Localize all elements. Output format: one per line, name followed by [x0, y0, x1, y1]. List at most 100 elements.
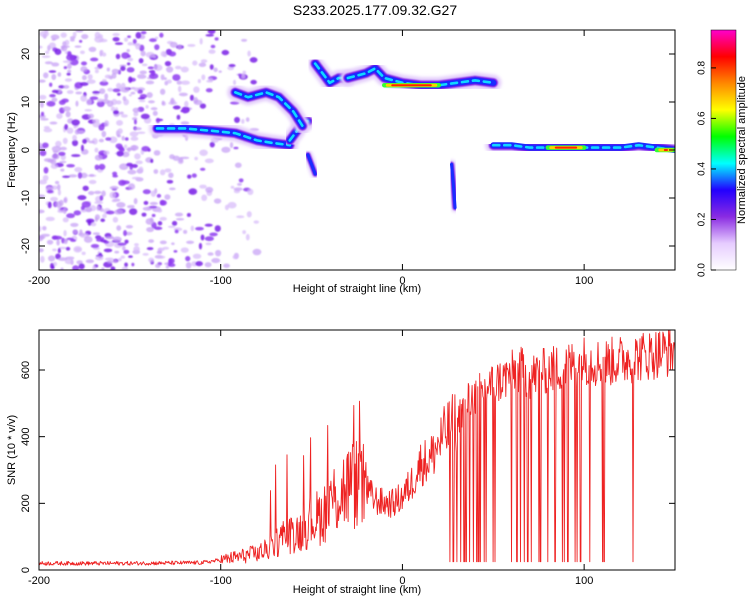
noise-blob [66, 54, 75, 61]
noise-blob [58, 85, 65, 89]
noise-blob [109, 191, 116, 199]
noise-blob [72, 265, 80, 270]
noise-blob [132, 107, 140, 113]
noise-blob [209, 64, 214, 70]
noise-blob [43, 72, 49, 79]
noise-blob [111, 199, 118, 203]
noise-blob [145, 218, 155, 225]
noise-blob [228, 64, 236, 68]
noise-blob [88, 179, 97, 185]
noise-blob [126, 48, 130, 53]
noise-blob [42, 226, 47, 231]
noise-blob [99, 49, 104, 54]
noise-blob [176, 114, 181, 120]
noise-blob [78, 130, 85, 134]
noise-blob [245, 117, 250, 122]
snr-y-label: SNR (10 * v/v) [6, 415, 18, 485]
noise-blob [49, 121, 58, 125]
colorbar-tick-label: 0.6 [697, 111, 708, 125]
noise-blob [142, 252, 149, 256]
noise-blob [164, 168, 172, 173]
track-core [306, 153, 317, 176]
spectrogram-y-tick-label: 10 [20, 96, 32, 108]
noise-blob [157, 221, 163, 226]
spectrogram-tracks [149, 55, 675, 213]
noise-blob [80, 144, 84, 152]
noise-blob [153, 169, 159, 174]
colorbar-tick-label: 0.8 [697, 61, 708, 75]
noise-blob [112, 36, 120, 42]
noise-blob [233, 187, 243, 191]
noise-blob [79, 82, 89, 86]
noise-blob [194, 156, 198, 161]
spectrogram-x-tick-label: -200 [28, 275, 50, 287]
noise-blob [110, 106, 116, 112]
noise-blob [190, 225, 195, 232]
noise-blob [208, 49, 216, 54]
noise-blob [71, 139, 79, 147]
colorbar-gradient [711, 30, 736, 270]
noise-blob [40, 111, 45, 117]
noise-blob [133, 119, 137, 125]
noise-blob [40, 233, 51, 237]
noise-blob [187, 174, 192, 179]
noise-blob [241, 38, 248, 42]
noise-blob [43, 125, 50, 129]
colorbar: 0.0 0.2 0.4 0.6 0.8 Normalized spectral ampl… [697, 29, 748, 277]
snr-y-tick-label: 0 [20, 567, 32, 573]
noise-blob [148, 73, 159, 80]
noise-blob [139, 70, 147, 75]
noise-blob [51, 185, 58, 190]
noise-blob [86, 98, 92, 106]
noise-blob [189, 94, 194, 101]
noise-blob [134, 153, 141, 160]
noise-blob [113, 260, 118, 264]
noise-blob [115, 143, 123, 149]
noise-blob [63, 84, 70, 89]
noise-blob [183, 229, 188, 234]
noise-blob [63, 197, 67, 203]
noise-blob [188, 188, 198, 195]
noise-blob [104, 120, 108, 127]
noise-blob [66, 127, 74, 134]
noise-blob [99, 237, 105, 240]
noise-blob [73, 246, 83, 253]
noise-blob [77, 195, 87, 201]
noise-blob [116, 150, 124, 157]
noise-blob [229, 101, 240, 105]
noise-blob [97, 98, 104, 103]
noise-blob [80, 94, 87, 102]
noise-blob [39, 248, 44, 253]
noise-blob [55, 201, 62, 208]
noise-blob [52, 248, 57, 252]
noise-blob [249, 57, 258, 63]
noise-blob [204, 223, 213, 227]
noise-blob [63, 238, 68, 245]
noise-blob [211, 258, 221, 264]
noise-blob [100, 218, 106, 223]
noise-blob [205, 34, 215, 37]
noise-blob [78, 263, 85, 270]
noise-blob [223, 263, 230, 268]
noise-blob [71, 154, 81, 157]
noise-blob [210, 44, 216, 49]
noise-blob [126, 67, 135, 73]
snr-x-tick-label: -100 [210, 575, 232, 587]
noise-blob [127, 57, 134, 62]
noise-blob [94, 214, 101, 221]
snr-axes: -200 -100 0 100 0 200 400 600 [20, 330, 675, 587]
noise-blob [124, 137, 129, 141]
noise-blob [237, 182, 242, 186]
spectrogram-x-tick-label: 100 [575, 275, 593, 287]
noise-blob [66, 90, 74, 95]
noise-blob [90, 244, 100, 249]
noise-blob [96, 205, 101, 211]
noise-blob [154, 36, 159, 40]
noise-blob [242, 230, 246, 235]
noise-blob [152, 55, 157, 59]
noise-blob [75, 91, 83, 95]
noise-blob [160, 74, 165, 81]
noise-blob [60, 32, 67, 38]
